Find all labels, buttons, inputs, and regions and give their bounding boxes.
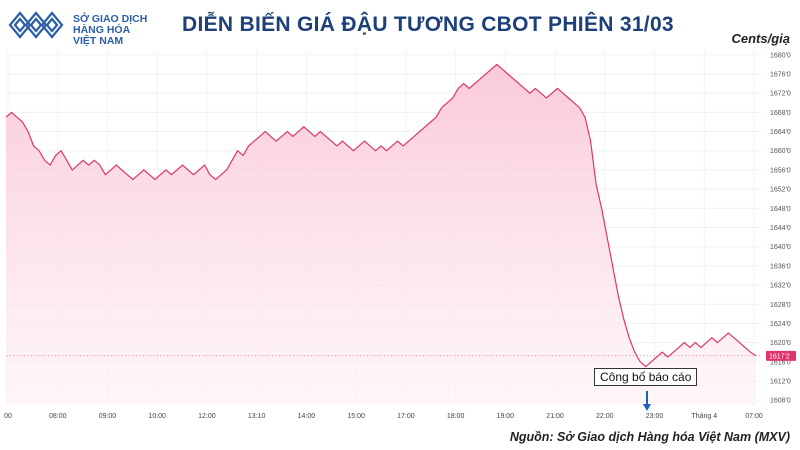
x-tick-label: 10:00 bbox=[148, 413, 166, 420]
x-tick-label: 07:00 bbox=[745, 413, 763, 420]
source-note: Nguồn: Sở Giao dịch Hàng hóa Việt Nam (M… bbox=[509, 430, 790, 444]
x-tick-label: 17:00 bbox=[397, 413, 415, 420]
chart-title: DIỄN BIẾN GIÁ ĐẬU TƯƠNG CBOT PHIÊN 31/03 bbox=[182, 13, 674, 36]
y-tick-label: 1676'0 bbox=[770, 71, 791, 78]
x-tick-label: 18:00 bbox=[447, 413, 465, 420]
x-tick-label: 23:00 bbox=[646, 413, 664, 420]
price-line bbox=[5, 63, 757, 368]
y-tick-label: 1644'0 bbox=[770, 225, 791, 232]
x-tick-label: 21:00 bbox=[546, 413, 564, 420]
logo-diamond-icon bbox=[8, 11, 64, 39]
logo-line-1: SỞ GIAO DỊCH bbox=[73, 13, 148, 25]
y-tick-label: 1668'0 bbox=[770, 110, 791, 117]
x-tick-label: 19:00 bbox=[497, 413, 515, 420]
x-tick-label: Tháng 4 bbox=[691, 413, 717, 420]
logo: SỞ GIAO DỊCH HÀNG HÓA VIỆT NAM bbox=[6, 6, 156, 47]
x-tick-label: 13:10 bbox=[248, 413, 266, 420]
x-tick-label: 14:00 bbox=[298, 413, 316, 420]
y-tick-label: 1636'0 bbox=[770, 263, 791, 270]
y-tick-label: 1608'0 bbox=[770, 398, 791, 405]
y-tick-label: 1612'0 bbox=[770, 379, 791, 386]
x-tick-label: 08:00 bbox=[49, 413, 67, 420]
y-tick-label: 1640'0 bbox=[770, 244, 791, 251]
y-tick-label: 1652'0 bbox=[770, 187, 791, 194]
y-tick-label: 1628'0 bbox=[770, 302, 791, 309]
y-tick-label: 1680'0 bbox=[770, 52, 791, 59]
y-tick-label: 1620'0 bbox=[770, 340, 791, 347]
unit-label: Cents/giạ bbox=[731, 31, 790, 46]
y-tick-label: 1632'0 bbox=[770, 283, 791, 290]
logo-line-2: HÀNG HÓA bbox=[73, 24, 131, 36]
logo-line-3: VIỆT NAM bbox=[73, 35, 124, 47]
logo-text: SỞ GIAO DỊCH HÀNG HÓA VIỆT NAM bbox=[73, 14, 147, 47]
x-tick-label: 12:00 bbox=[198, 413, 216, 420]
x-tick-label: 09:00 bbox=[99, 413, 117, 420]
y-tick-label: 1664'0 bbox=[770, 129, 791, 136]
arrow-down-icon bbox=[643, 391, 651, 411]
x-tick-label: 15:00 bbox=[347, 413, 365, 420]
y-tick-label: 1660'0 bbox=[770, 148, 791, 155]
x-tick-label: 00 bbox=[4, 413, 12, 420]
last-price-label: 1617'2 bbox=[769, 353, 790, 360]
y-tick-label: 1624'0 bbox=[770, 321, 791, 328]
y-tick-label: 1656'0 bbox=[770, 167, 791, 174]
x-tick-label: 22:00 bbox=[596, 413, 614, 420]
y-tick-label: 1616'0 bbox=[770, 359, 791, 366]
last-price-badge bbox=[766, 350, 796, 361]
y-tick-label: 1672'0 bbox=[770, 91, 791, 98]
y-tick-label: 1648'0 bbox=[770, 206, 791, 213]
annotation-label: Công bố báo cáo bbox=[594, 368, 698, 386]
price-area-fill bbox=[6, 64, 756, 406]
